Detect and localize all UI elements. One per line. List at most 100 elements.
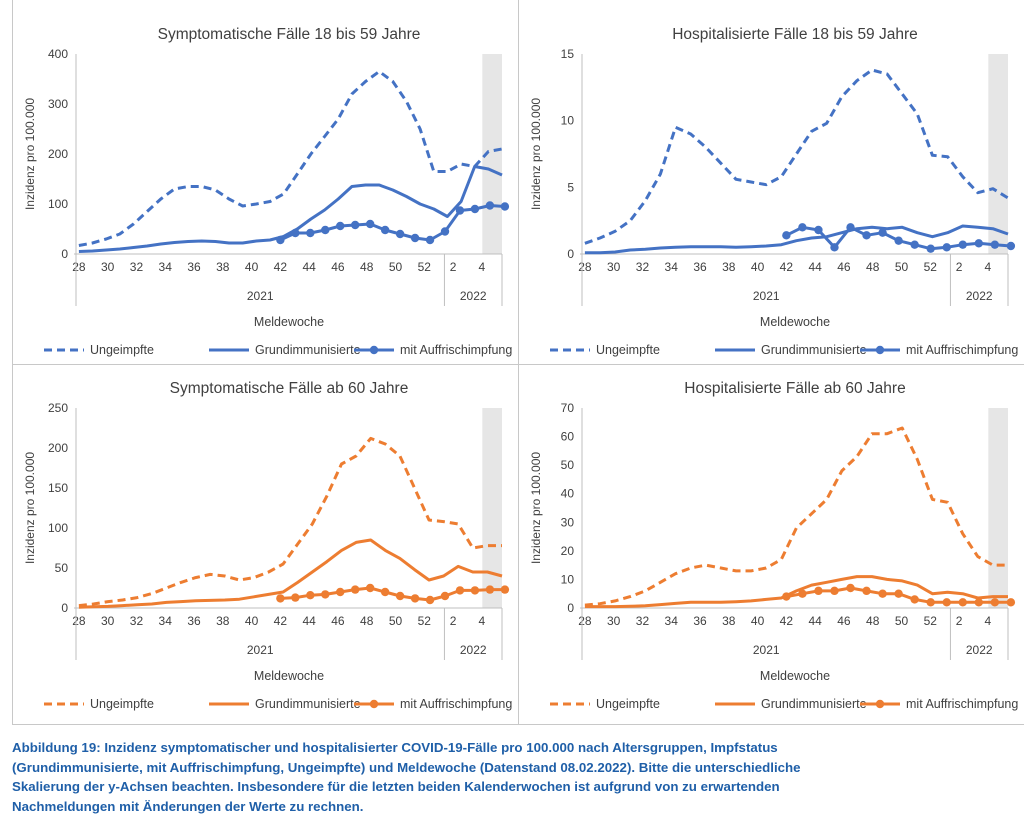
- legend-label: Grundimmunisierte: [761, 343, 867, 357]
- y-tick-label: 150: [48, 481, 68, 495]
- legend-label: Ungeimpfte: [90, 697, 154, 711]
- chart-title: Symptomatische Fälle 18 bis 59 Jahre: [158, 26, 421, 43]
- data-point-marker: [990, 240, 1000, 249]
- x-tick-label: 4: [479, 260, 486, 274]
- legend-label: Ungeimpfte: [596, 697, 660, 711]
- legend-label: Grundimmunisierte: [255, 697, 361, 711]
- y-tick-label: 250: [48, 401, 68, 415]
- x-tick-label: 42: [274, 614, 288, 628]
- data-point-marker: [440, 227, 450, 236]
- y-tick-label: 0: [61, 601, 68, 615]
- y-tick-label: 20: [561, 544, 575, 558]
- year-label-2021: 2021: [247, 289, 274, 303]
- x-tick-label: 52: [418, 614, 432, 628]
- caption-line: Nachmeldungen mit Änderungen der Werte z…: [12, 798, 364, 814]
- x-tick-label: 34: [159, 260, 173, 274]
- data-point-marker: [830, 586, 839, 596]
- data-point-marker: [830, 243, 839, 252]
- x-tick-label: 50: [895, 614, 909, 628]
- x-tick-label: 34: [159, 614, 173, 628]
- year-label-2022: 2022: [460, 643, 487, 657]
- data-point-marker: [878, 228, 887, 237]
- y-axis-label: Inzidenz pro 100.000: [23, 98, 37, 210]
- data-point-marker: [782, 231, 791, 240]
- data-point-marker: [958, 240, 967, 249]
- y-tick-label: 400: [48, 47, 68, 61]
- x-tick-label: 32: [130, 260, 144, 274]
- data-point-marker: [365, 219, 375, 229]
- x-tick-label: 44: [808, 260, 822, 274]
- x-tick-label: 38: [216, 614, 230, 628]
- year-label-2022: 2022: [966, 643, 993, 657]
- series-line-grundimmunisierte: [584, 224, 1009, 255]
- data-point-marker: [974, 239, 984, 248]
- y-tick-label: 5: [567, 180, 574, 194]
- legend-marker: [875, 699, 885, 709]
- y-tick-label: 40: [561, 487, 575, 501]
- x-tick-label: 32: [636, 260, 650, 274]
- y-tick-label: 60: [561, 430, 575, 444]
- data-point-marker: [336, 221, 345, 231]
- series-line-grundimmunisierte: [78, 165, 503, 253]
- x-tick-label: 2: [956, 260, 963, 274]
- chart-hospitalized-60plus: Hospitalisierte Fälle ab 60 Jahre 0 10 20 30…: [529, 380, 1018, 711]
- x-tick-label: 48: [866, 614, 880, 628]
- legend-label: mit Auffrischimpfung: [906, 343, 1018, 357]
- caption-line: Abbildung 19: Inzidenz symptomatischer u…: [12, 740, 778, 755]
- data-point-marker: [336, 587, 345, 597]
- series-line-grundimmunisierte: [78, 538, 503, 609]
- panel-divider-vertical: [518, 0, 519, 724]
- x-tick-label: 34: [665, 614, 679, 628]
- x-tick-label: 4: [985, 260, 992, 274]
- data-point-marker: [440, 591, 450, 601]
- y-tick-label: 10: [561, 114, 575, 128]
- data-point-marker: [862, 586, 871, 596]
- year-label-2022: 2022: [966, 289, 993, 303]
- legend-label: Grundimmunisierte: [255, 343, 361, 357]
- y-tick-label: 200: [48, 441, 68, 455]
- legend-label: Ungeimpfte: [90, 343, 154, 357]
- data-point-marker: [351, 220, 360, 230]
- data-point-marker: [455, 206, 465, 215]
- data-point-marker: [395, 229, 405, 239]
- y-tick-label: 200: [48, 147, 68, 161]
- data-point-marker: [878, 589, 887, 598]
- data-point-marker: [380, 225, 390, 235]
- data-point-marker: [425, 595, 435, 605]
- y-tick-label: 10: [561, 572, 575, 586]
- x-tick-label: 40: [245, 260, 259, 274]
- y-tick-label: 70: [561, 401, 575, 415]
- year-label-2021: 2021: [247, 643, 274, 657]
- x-tick-label: 48: [866, 260, 880, 274]
- x-tick-label: 46: [331, 614, 345, 628]
- x-tick-label: 36: [693, 614, 707, 628]
- data-point-marker: [894, 589, 903, 598]
- x-tick-label: 32: [130, 614, 144, 628]
- y-tick-label: 100: [48, 197, 68, 211]
- data-point-marker: [798, 223, 807, 232]
- x-tick-label: 38: [722, 260, 736, 274]
- x-tick-label: 42: [780, 260, 794, 274]
- chart-title: Hospitalisierte Fälle 18 bis 59 Jahre: [672, 26, 918, 43]
- data-point-marker: [798, 589, 807, 598]
- x-tick-label: 28: [578, 260, 592, 274]
- series-line-ungeimpfte: [584, 68, 1009, 245]
- shaded-recent-weeks: [988, 408, 1008, 608]
- data-point-marker: [470, 586, 480, 595]
- legend-label: mit Auffrischimpfung: [400, 343, 512, 357]
- data-point-marker: [291, 228, 300, 238]
- y-tick-label: 300: [48, 97, 68, 111]
- chart-symptomatic-60plus: Symptomatische Fälle ab 60 Jahre 0 50 100 15…: [23, 380, 512, 711]
- x-tick-label: 30: [607, 614, 621, 628]
- data-point-marker: [380, 587, 390, 597]
- data-point-marker: [470, 204, 480, 214]
- panel-divider-horizontal: [12, 364, 1024, 365]
- chart-title: Symptomatische Fälle ab 60 Jahre: [170, 380, 409, 397]
- shaded-recent-weeks: [988, 54, 1008, 254]
- x-tick-label: 4: [985, 614, 992, 628]
- data-point-marker: [306, 228, 315, 238]
- x-tick-label: 28: [72, 614, 86, 628]
- x-tick-label: 2: [450, 614, 457, 628]
- x-tick-label: 30: [101, 260, 115, 274]
- series-line-mit-auffrischimpfung: [280, 586, 505, 602]
